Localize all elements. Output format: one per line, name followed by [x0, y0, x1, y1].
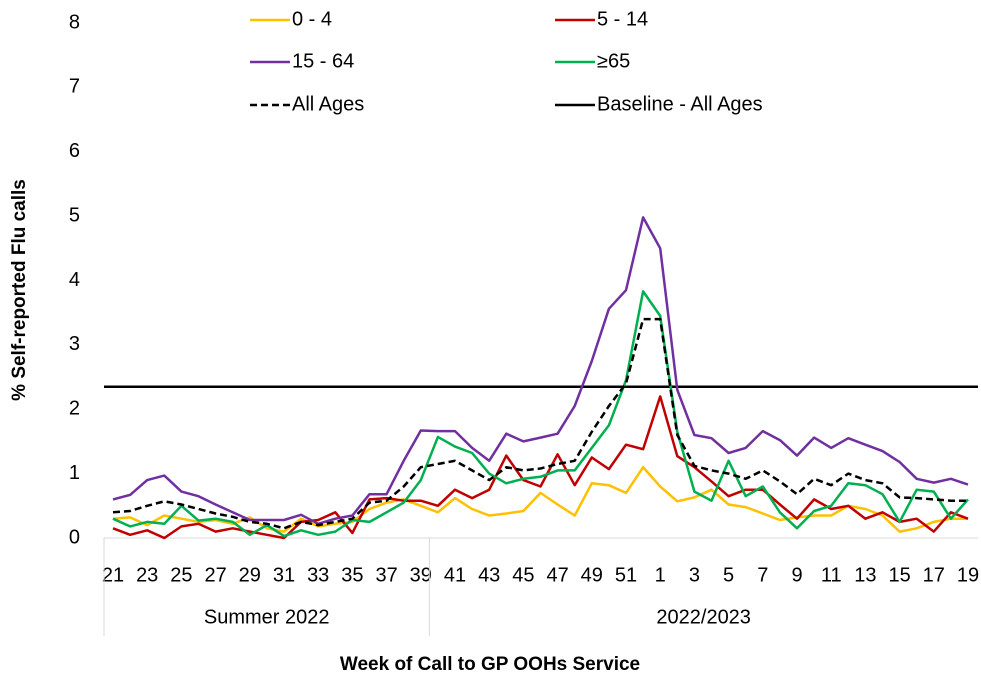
series-line: [112, 290, 969, 538]
x-tick-label: 49: [581, 564, 603, 586]
x-tick-label: 35: [341, 564, 363, 586]
x-tick-label: 15: [888, 564, 910, 586]
x-tick-label: 11: [821, 564, 842, 586]
x-tick-label: 51: [615, 564, 637, 586]
series-line: [112, 216, 969, 526]
y-tick-label: 6: [69, 140, 80, 162]
x-tick-label: 47: [546, 564, 568, 586]
x-tick-label: 29: [239, 564, 261, 586]
x-tick-label: 21: [102, 564, 124, 586]
y-tick-label: 4: [69, 269, 80, 291]
y-tick-label: 8: [69, 11, 80, 33]
y-axis-label: % Self-reported Flu calls: [9, 179, 30, 401]
x-tick-label: 31: [273, 564, 295, 586]
x-tick-label: 33: [307, 564, 329, 586]
x-tick-label: 7: [757, 564, 768, 586]
x-tick-label: 5: [723, 564, 734, 586]
x-tick-label: 23: [136, 564, 158, 586]
legend-label: 15 - 64: [292, 50, 354, 72]
x-tick-label: 41: [444, 564, 466, 586]
x-tick-label: 13: [854, 564, 876, 586]
x-tick-label: 43: [478, 564, 500, 586]
legend-label: Baseline - All Ages: [597, 93, 763, 115]
legend-label: 5 - 14: [597, 8, 648, 30]
x-tick-label: 3: [689, 564, 700, 586]
x-tick-label: 19: [957, 564, 979, 586]
y-tick-label: 5: [69, 204, 80, 226]
legend-label: 0 - 4: [292, 8, 332, 30]
legend-label: ≥65: [597, 50, 630, 72]
x-tick-label: 37: [375, 564, 397, 586]
x-tick-label: 25: [170, 564, 192, 586]
y-tick-label: 0: [69, 526, 80, 548]
x-tick-label: 45: [512, 564, 534, 586]
y-tick-label: 7: [69, 76, 80, 98]
x-tick-label: 1: [655, 564, 666, 586]
y-tick-label: 2: [69, 398, 80, 420]
x-tick-label: 9: [791, 564, 802, 586]
legend-label: All Ages: [292, 93, 364, 115]
x-tick-label: 39: [410, 564, 432, 586]
x-tick-label: 27: [204, 564, 226, 586]
group-label: Summer 2022: [204, 606, 330, 628]
y-tick-label: 1: [69, 462, 80, 484]
y-tick-label: 3: [69, 333, 80, 355]
group-label: 2022/2023: [656, 606, 751, 628]
x-axis-label: Week of Call to GP OOHs Service: [340, 654, 640, 675]
series-line: [112, 317, 968, 530]
x-tick-label: 17: [923, 564, 945, 586]
